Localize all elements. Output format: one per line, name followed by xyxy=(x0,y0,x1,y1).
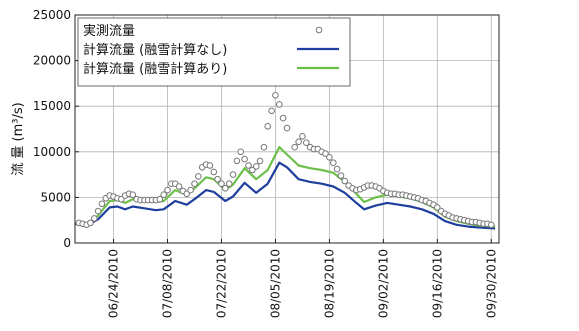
observed-point xyxy=(434,204,441,211)
observed-point xyxy=(225,180,233,187)
observed-point xyxy=(488,221,495,229)
x-tick-label: 06/24/2010 xyxy=(107,249,121,318)
series-line-1 xyxy=(74,161,496,230)
observed-point xyxy=(283,124,291,132)
observed-point xyxy=(233,157,241,165)
y-axis-label: 流 量 (m³/s) xyxy=(11,102,26,175)
legend-swatch-marker xyxy=(315,26,323,34)
x-tick-label: 08/19/2010 xyxy=(322,249,336,318)
observed-point xyxy=(299,133,306,140)
observed-point xyxy=(218,180,225,187)
y-axis-ticks: 0 5000 10000 15000 20000 25000 xyxy=(33,8,79,250)
observed-point xyxy=(330,159,337,166)
y-tick-label: 25000 xyxy=(33,8,71,22)
observed-point xyxy=(322,150,329,157)
observed-point xyxy=(249,166,256,174)
observed-point xyxy=(337,172,345,179)
observed-point xyxy=(291,143,299,151)
legend-label: 計算流量 (融雪計算あり) xyxy=(83,61,227,77)
y-tick-label: 0 xyxy=(63,236,71,250)
series-layer xyxy=(74,29,496,230)
observed-point xyxy=(214,175,221,183)
y-tick-label: 15000 xyxy=(33,99,71,113)
series-line-2 xyxy=(74,146,496,228)
observed-point xyxy=(210,168,218,176)
observed-point xyxy=(245,162,252,169)
observed-point xyxy=(303,139,310,146)
observed-point xyxy=(264,123,272,130)
legend-box xyxy=(77,17,351,87)
observed-point xyxy=(268,107,275,115)
observed-point xyxy=(175,183,183,190)
x-tick-label: 09/16/2010 xyxy=(430,249,444,318)
observed-point xyxy=(91,215,98,222)
observed-point xyxy=(333,165,341,173)
legend-label: 計算流量 (融雪計算なし) xyxy=(83,42,227,58)
observed-point xyxy=(206,162,214,169)
y-tick-label: 5000 xyxy=(40,190,71,204)
observed-point xyxy=(326,154,333,161)
observed-point xyxy=(229,171,237,178)
observed-point xyxy=(295,138,302,146)
observed-point xyxy=(272,92,279,99)
x-tick-label: 09/02/2010 xyxy=(376,249,390,318)
x-tick-label: 07/22/2010 xyxy=(214,249,228,318)
observed-point xyxy=(87,219,94,227)
observed-point xyxy=(341,177,349,185)
y-tick-label: 20000 xyxy=(33,54,71,68)
observed-point xyxy=(94,207,102,215)
observed-point xyxy=(191,180,198,187)
x-axis-ticks: 06/24/2010 07/08/2010 07/22/2010 08/05/2010… xyxy=(107,239,498,318)
observed-point xyxy=(129,191,137,198)
x-tick-label: 08/05/2010 xyxy=(268,249,282,318)
observed-point xyxy=(276,101,283,108)
legend-label: 実測流量 xyxy=(83,23,135,39)
observed-point xyxy=(256,157,264,165)
x-tick-label: 09/30/2010 xyxy=(484,249,498,318)
observed-point xyxy=(195,173,202,180)
observed-point xyxy=(237,148,244,156)
observed-point xyxy=(156,195,164,203)
observed-point xyxy=(187,186,194,194)
plot-frame xyxy=(74,14,500,244)
observed-point xyxy=(160,191,167,198)
y-tick-label: 10000 xyxy=(33,145,71,159)
observed-point xyxy=(252,163,260,170)
observed-point xyxy=(222,185,229,192)
observed-point xyxy=(260,143,268,151)
observed-point xyxy=(164,186,171,194)
observed-point xyxy=(98,200,106,208)
observed-point xyxy=(183,190,191,198)
observed-point xyxy=(279,114,287,122)
x-tick-label: 07/08/2010 xyxy=(161,249,175,318)
observed-point xyxy=(241,155,248,163)
